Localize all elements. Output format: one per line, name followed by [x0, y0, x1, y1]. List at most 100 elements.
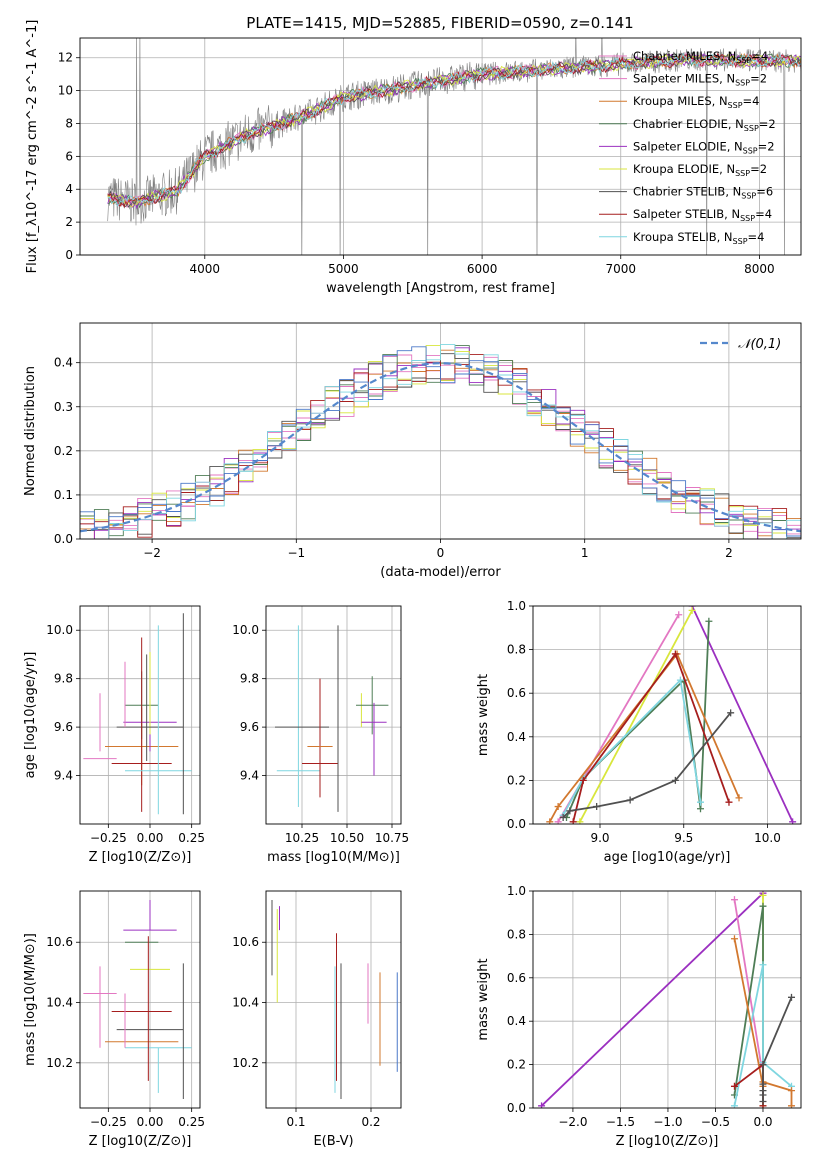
x-axis-label: E(B-V)	[313, 1134, 353, 1149]
x-tick-label: 0	[437, 546, 445, 560]
legend-entry: Salpeter MILES, NSSP=2	[633, 72, 767, 88]
grid	[80, 891, 200, 1108]
sfh-marker	[559, 813, 567, 821]
legend: 𝒩(0,1)	[700, 337, 781, 352]
x-tick-label: −1.5	[606, 1115, 635, 1129]
sfh-series	[546, 650, 743, 824]
chart-spectrum: 4000 5000 6000 7000 8000 0 2 4 6 8 10 12 wavelength …	[25, 20, 802, 296]
sfh-marker	[566, 807, 574, 815]
legend-entry: Kroupa MILES, NSSP=4	[633, 94, 759, 110]
sfh-line	[549, 652, 740, 823]
sfh-marker	[579, 776, 587, 784]
sfh-series	[563, 617, 713, 821]
x-tick-label: 10.25	[285, 831, 319, 845]
axes-frame	[265, 890, 402, 1109]
y-axis-label: Normed distribution	[23, 366, 38, 496]
sfh-marker	[759, 1080, 767, 1088]
sfh-marker	[546, 818, 554, 824]
legend-entry: Chabrier STELIB, NSSP=6	[633, 185, 773, 201]
sfh-marker	[626, 796, 634, 804]
error-point	[125, 625, 192, 815]
sfh-marker	[725, 798, 733, 806]
grid	[80, 606, 200, 824]
axes-frame	[532, 890, 802, 1109]
x-tick-label: 0.2	[361, 1115, 380, 1129]
y-tick-label: 10.0	[46, 623, 73, 637]
y-tick-label: 10.4	[46, 996, 73, 1010]
sfh-marker	[787, 1087, 795, 1095]
y-tick-label: 9.4	[240, 769, 259, 783]
y-tick-label: 0	[65, 248, 73, 262]
chart-sfh-Z: −2.0 −1.5 −1.0 −0.5 0.0 0.0 0.2 0.4 0.6 0.8 1.0 Z […	[476, 884, 802, 1149]
sfh-marker	[688, 606, 696, 614]
x-tick-label: 0.25	[178, 831, 205, 845]
axes-frame	[79, 890, 201, 1109]
sfh-marker	[593, 803, 601, 811]
sfh-line	[572, 652, 730, 823]
x-tick-label: 0.00	[137, 1115, 164, 1129]
chart-sfh-age: 9.0 9.5 10.0 0.0 0.2 0.4 0.6 0.8 1.0 age [log10(a…	[476, 599, 802, 865]
sfh-marker	[759, 961, 767, 969]
grid	[533, 605, 801, 825]
plot-area	[80, 344, 801, 539]
sfh-marker	[676, 676, 684, 684]
error-point	[302, 678, 338, 798]
axes-frame	[532, 605, 802, 825]
sfh-marker	[735, 794, 743, 802]
sfh-marker	[759, 902, 767, 910]
x-tick-label: 4000	[190, 262, 221, 276]
y-tick-label: 1.0	[507, 599, 526, 613]
x-tick-label: 10.0	[754, 831, 781, 845]
y-tick-label: 0.4	[507, 730, 526, 744]
x-tick-label: −1	[287, 546, 305, 560]
plot-area	[83, 613, 192, 815]
y-tick-label: 10.6	[46, 935, 73, 949]
y-tick-label: 0.4	[507, 1014, 526, 1028]
y-axis-label: Flux [f_λ10^-17 erg cm^-2 s^-1 A^-1]	[25, 20, 40, 274]
y-tick-label: 0.6	[507, 971, 526, 985]
sfh-marker	[576, 818, 584, 824]
error-point	[125, 1047, 192, 1093]
sfh-series	[730, 902, 767, 1099]
sfh-marker	[730, 1102, 738, 1108]
y-axis-label: age [log10(age/yr)]	[23, 652, 38, 779]
sfh-marker	[727, 709, 735, 717]
sfh-marker	[705, 617, 713, 625]
plot-area	[538, 891, 795, 1108]
y-tick-label: 0.0	[507, 817, 526, 831]
x-tick-label: −2.0	[558, 1115, 587, 1129]
x-tick-label: 2	[725, 546, 733, 560]
sfh-marker	[554, 818, 562, 824]
sfh-marker	[538, 1102, 546, 1108]
legend-entry: Chabrier ELODIE, NSSP=2	[633, 117, 776, 133]
y-tick-label: 10.2	[232, 1056, 259, 1070]
y-tick-label: 10.2	[46, 1056, 73, 1070]
y-tick-label: 12	[58, 51, 73, 65]
x-axis-label: Z [log10(Z/Z⊙)]	[616, 1134, 719, 1149]
legend-entry: Salpeter STELIB, NSSP=4	[633, 207, 772, 223]
x-tick-label: 10.75	[375, 831, 409, 845]
chart-age-vs-mass: 10.25 10.50 10.75 9.4 9.6 9.8 10.0 mass [log10(…	[232, 605, 409, 865]
y-tick-label: 6	[65, 149, 73, 163]
axes-frame	[79, 605, 201, 825]
grid	[266, 891, 401, 1108]
y-tick-label: 9.8	[240, 672, 259, 686]
sfh-marker	[789, 818, 797, 824]
figure-title: PLATE=1415, MJD=52885, FIBERID=0590, z=0…	[246, 14, 633, 32]
axes-frame	[265, 605, 402, 825]
error-point	[123, 900, 177, 931]
sfh-line	[579, 609, 693, 823]
y-tick-label: 10.4	[232, 996, 259, 1010]
sfh-marker	[569, 818, 577, 824]
legend-entry: Salpeter ELODIE, NSSP=2	[633, 139, 775, 155]
y-tick-label: 9.4	[54, 769, 73, 783]
y-tick-label: 0.0	[507, 1101, 526, 1115]
plot-area	[271, 900, 398, 1099]
x-axis-label: age [log10(age/yr)]	[604, 850, 731, 865]
model-spectrum	[107, 53, 801, 208]
error-point	[356, 676, 389, 735]
x-axis-label: (data-model)/error	[380, 565, 501, 580]
residual-histogram	[80, 346, 801, 539]
sfh-line	[540, 892, 764, 1107]
